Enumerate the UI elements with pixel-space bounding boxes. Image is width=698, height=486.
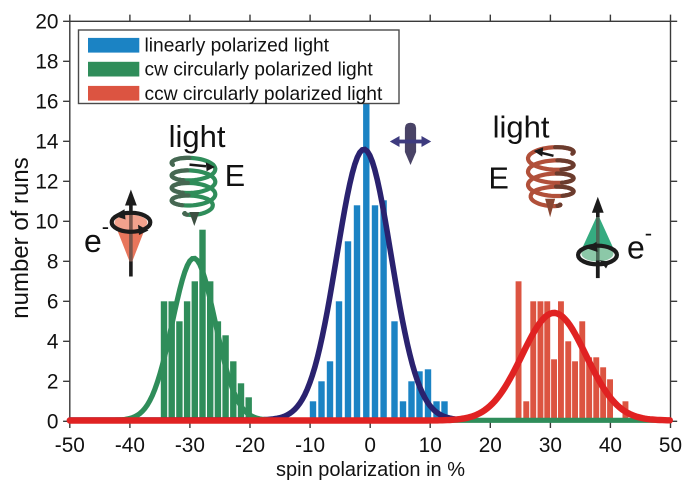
svg-text:-10: -10 xyxy=(295,434,325,457)
svg-text:light: light xyxy=(169,119,226,154)
svg-text:2: 2 xyxy=(47,371,59,394)
svg-text:8: 8 xyxy=(47,251,59,274)
svg-text:0: 0 xyxy=(47,411,59,434)
svg-text:30: 30 xyxy=(539,434,562,457)
svg-text:18: 18 xyxy=(35,51,58,74)
svg-text:6: 6 xyxy=(47,291,59,314)
svg-text:E: E xyxy=(489,162,509,196)
svg-text:40: 40 xyxy=(599,434,622,457)
svg-text:16: 16 xyxy=(35,91,58,114)
svg-text:spin polarization in %: spin polarization in % xyxy=(276,459,465,481)
svg-text:linearly polarized light: linearly polarized light xyxy=(145,36,330,57)
svg-text:10: 10 xyxy=(35,211,58,234)
svg-text:E: E xyxy=(225,159,245,193)
svg-text:14: 14 xyxy=(35,131,58,154)
svg-text:-20: -20 xyxy=(235,434,265,457)
svg-text:-40: -40 xyxy=(115,434,145,457)
svg-text:4: 4 xyxy=(47,331,59,354)
svg-text:20: 20 xyxy=(479,434,502,457)
svg-text:50: 50 xyxy=(659,434,682,457)
svg-text:-30: -30 xyxy=(175,434,205,457)
svg-text:ccw circularly polarized light: ccw circularly polarized light xyxy=(145,84,383,105)
svg-text:12: 12 xyxy=(35,171,58,194)
svg-text:20: 20 xyxy=(35,11,58,34)
svg-text:0: 0 xyxy=(364,434,376,457)
svg-text:light: light xyxy=(493,110,550,145)
svg-text:10: 10 xyxy=(419,434,442,457)
svg-text:number of runs: number of runs xyxy=(7,157,34,318)
svg-text:-50: -50 xyxy=(55,434,85,457)
svg-text:cw circularly polarized light: cw circularly polarized light xyxy=(145,60,374,81)
